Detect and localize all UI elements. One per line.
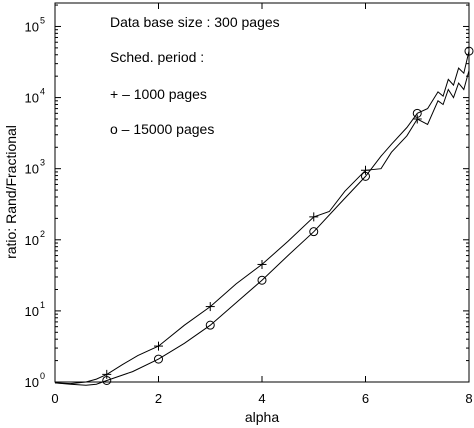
annotation-circle-series: o – 15000 pages <box>110 121 214 137</box>
series-line-circle <box>54 50 470 386</box>
plus-marker <box>102 369 112 379</box>
x-tick-label: 8 <box>465 391 472 406</box>
x-tick-label: 0 <box>51 391 58 406</box>
y-tick-label: 10 <box>25 375 39 390</box>
x-axis-ticks: 0 2 4 6 8 <box>51 3 473 406</box>
y-tick-label: 10 <box>25 304 39 319</box>
y-tick-exponent: 5 <box>40 15 45 25</box>
y-tick-exponent: 0 <box>40 371 45 381</box>
circle-marker <box>412 108 422 118</box>
plus-marker <box>309 212 319 222</box>
x-axis-label: alpha <box>245 409 279 425</box>
plus-marker <box>412 114 422 124</box>
annotation-plus-series: + – 1000 pages <box>110 86 207 102</box>
y-tick-exponent: 4 <box>40 87 45 97</box>
circle-marker <box>154 354 163 364</box>
y-tick-exponent: 1 <box>40 300 45 310</box>
plus-marker <box>257 259 267 269</box>
y-tick-exponent: 2 <box>40 229 45 239</box>
annotation-sched-period: Sched. period : <box>110 49 204 65</box>
plus-marker <box>154 341 163 351</box>
plus-marker <box>205 302 215 312</box>
annotation-database-size: Data base size : 300 pages <box>110 14 280 30</box>
y-axis-label: ratio: Rand/Fractional <box>3 125 19 259</box>
y-tick-label: 10 <box>25 19 39 34</box>
plus-marker <box>361 165 370 175</box>
circle-marker <box>361 171 370 181</box>
y-tick-label: 10 <box>25 162 39 177</box>
y-tick-label: 10 <box>25 233 39 248</box>
circle-marker <box>205 320 215 330</box>
series-layer <box>54 46 474 386</box>
y-tick-label: 10 <box>25 91 39 106</box>
x-tick-label: 2 <box>155 391 162 406</box>
x-tick-label: 6 <box>362 391 369 406</box>
y-tick-exponent: 3 <box>40 158 45 168</box>
circle-marker <box>464 46 474 56</box>
circle-marker <box>309 227 319 237</box>
series-line-plus <box>54 70 470 385</box>
x-tick-label: 4 <box>258 391 265 406</box>
circle-marker <box>102 375 112 385</box>
circle-marker <box>257 275 267 285</box>
